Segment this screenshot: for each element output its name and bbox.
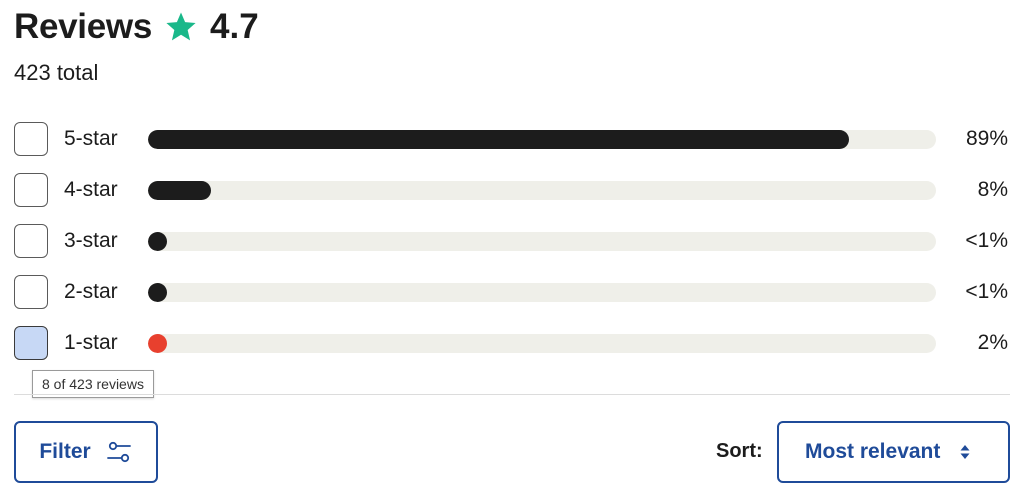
page-title: Reviews [14,7,152,46]
rating-filter-checkbox[interactable] [14,173,48,207]
rating-bar-track [148,283,936,302]
rating-row-label: 5-star [64,127,118,150]
rating-bar-track [148,130,936,149]
rating-breakdown: 5-star 89% 4-star 8% 3-star <1% 2-star <1% 1-sta… [14,120,1010,375]
star-icon [166,12,196,41]
rating-bar-fill [148,334,167,353]
reviews-header: Reviews 4.7 [14,4,259,50]
rating-bar-fill [148,232,167,251]
rating-row-label: 2-star [64,280,118,303]
rating-row: 1-star 2% [14,324,1010,375]
rating-row-label: 3-star [64,229,118,252]
sort-select[interactable]: Most relevant [777,421,1010,483]
rating-row-label: 4-star [64,178,118,201]
tooltip: 8 of 423 reviews [32,370,154,398]
filter-button-label: Filter [39,440,91,463]
divider [14,394,1010,395]
rating-bar-fill [148,181,212,200]
rating-bar-track [148,232,936,251]
rating-bar-fill [148,283,167,302]
rating-row: 3-star <1% [14,222,1010,273]
rating-bar-track [148,334,936,353]
rating-row: 2-star <1% [14,273,1010,324]
rating-bar-fill [148,130,850,149]
rating-row-percent: <1% [965,280,1008,303]
rating-row: 4-star 8% [14,171,1010,222]
sort-label: Sort: [716,440,763,462]
rating-filter-checkbox[interactable] [14,122,48,156]
filter-button[interactable]: Filter [14,421,158,483]
rating-row-label: 1-star [64,331,118,354]
rating-row: 5-star 89% [14,120,1010,171]
rating-filter-checkbox[interactable] [14,224,48,258]
rating-row-percent: 8% [977,178,1008,201]
sort-select-value: Most relevant [805,440,941,463]
sliders-icon [106,441,131,463]
average-rating: 4.7 [210,7,259,46]
rating-filter-checkbox[interactable] [14,275,48,309]
rating-row-percent: <1% [965,229,1008,252]
rating-row-percent: 2% [977,331,1008,354]
updown-chevron-icon [960,445,970,459]
rating-filter-checkbox[interactable] [14,326,48,360]
rating-bar-track [148,181,936,200]
rating-row-percent: 89% [965,127,1008,150]
total-reviews-count: 423 total [14,60,99,85]
